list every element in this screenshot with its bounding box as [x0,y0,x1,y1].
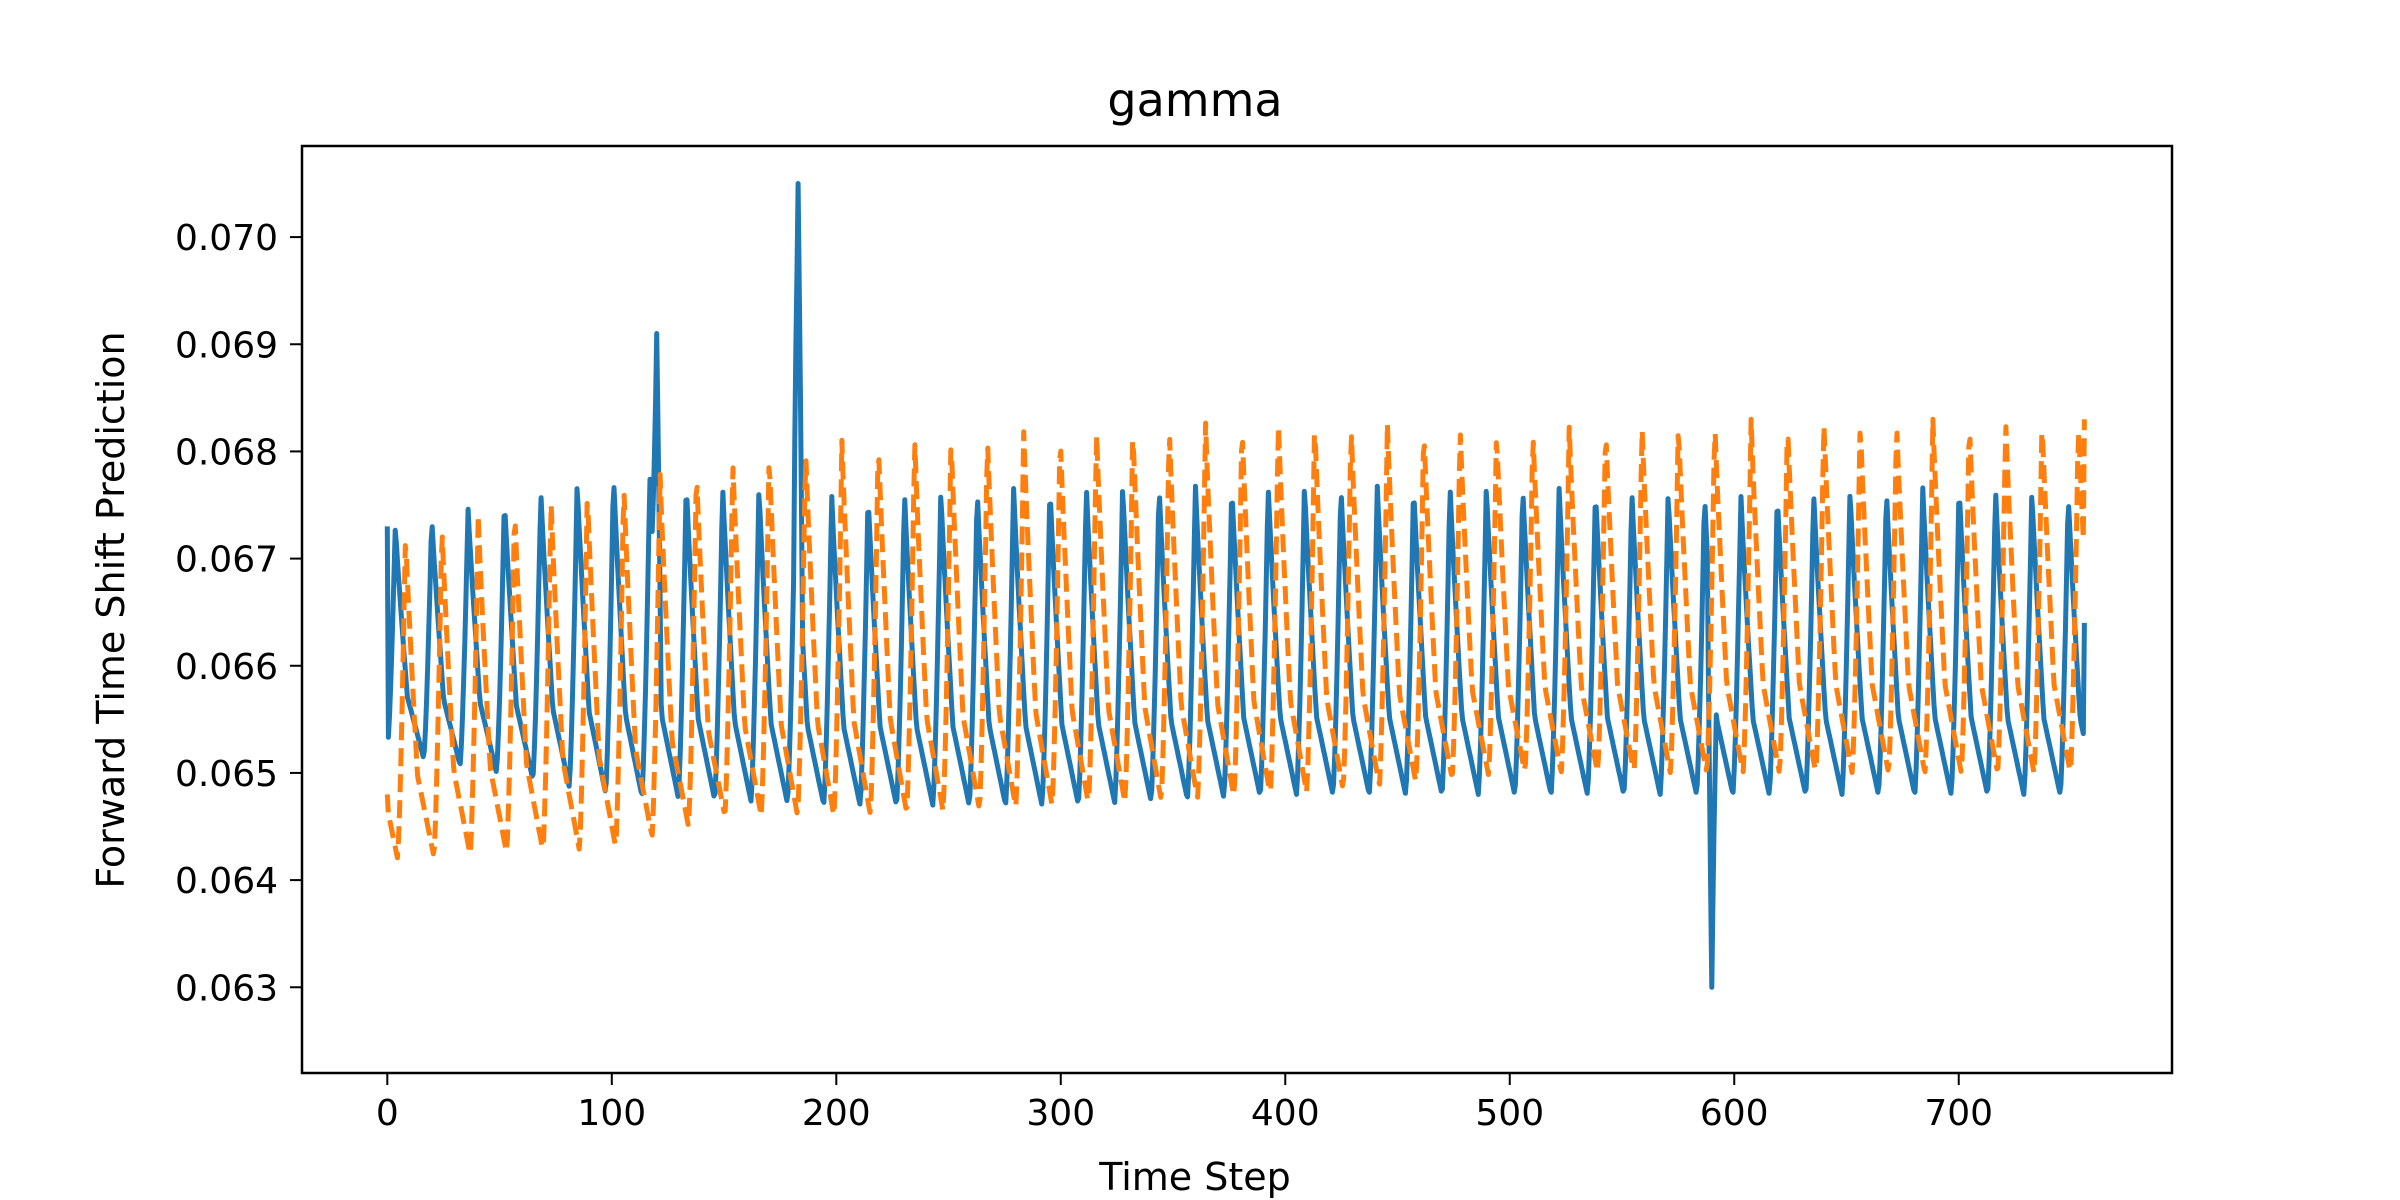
x-axis-label: Time Step [1098,1155,1291,1199]
x-tick-label: 200 [802,1093,871,1134]
y-tick-label: 0.068 [175,432,278,473]
y-axis-label: Forward Time Shift Prediction [89,331,133,888]
x-tick-label: 100 [577,1093,646,1134]
y-tick-label: 0.063 [175,968,278,1009]
y-tick-label: 0.064 [175,861,278,902]
x-tick-label: 500 [1475,1093,1544,1134]
y-tick-label: 0.069 [175,325,278,366]
y-axis: 0.063 0.064 0.065 0.066 0.067 0.068 0.069 0.070 [175,218,302,1009]
x-axis: 0 100 200 300 400 500 600 700 [376,1073,1993,1134]
y-tick-label: 0.066 [175,647,278,688]
chart-title: gamma [1107,73,1282,127]
x-tick-label: 600 [1700,1093,1769,1134]
y-tick-label: 0.070 [175,218,278,259]
plot-frame [300,144,2174,1075]
y-tick-label: 0.065 [175,754,278,795]
x-tick-label: 400 [1251,1093,1320,1134]
x-tick-label: 300 [1026,1093,1095,1134]
series-layer [384,181,2087,990]
y-tick-label: 0.067 [175,540,278,581]
x-tick-label: 0 [376,1093,399,1134]
series-line-solid [384,181,2087,990]
x-tick-label: 700 [1924,1093,1993,1134]
